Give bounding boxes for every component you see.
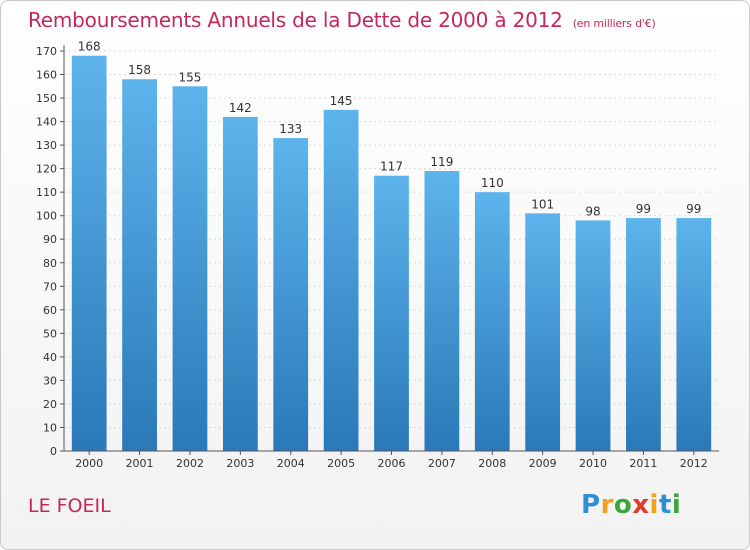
chart-title: Remboursements Annuels de la Dette de 20… <box>28 8 656 32</box>
x-axis: 2000 2001 2002 2003 2004 2005 2006 2007 2008 2009… <box>64 450 719 470</box>
commune-name: LE FOEIL <box>28 495 111 517</box>
y-tick-label: 80 <box>43 257 57 270</box>
bar-2006 <box>374 175 409 452</box>
y-tick-label: 170 <box>36 45 57 58</box>
x-tick-label: 2010 <box>579 457 607 470</box>
data-label: 142 <box>229 101 252 115</box>
data-label: 119 <box>430 155 453 169</box>
y-tick-label: 60 <box>43 304 57 317</box>
x-tick-label: 2008 <box>478 457 506 470</box>
x-tick-label: 2005 <box>327 457 355 470</box>
data-label: 145 <box>330 94 353 108</box>
y-tick-label: 120 <box>36 163 57 176</box>
logo-letter: P <box>581 490 601 520</box>
y-tick-label: 160 <box>36 69 57 82</box>
bars <box>71 55 712 452</box>
y-tick-label: 110 <box>36 186 57 199</box>
proxiti-logo: Proxiti <box>581 490 681 520</box>
y-tick-label: 30 <box>43 374 57 387</box>
y-axis: 0 10 20 30 40 50 60 70 80 90 100 110 120 130 140 150 160… <box>36 45 65 458</box>
bar-2001 <box>122 79 157 451</box>
y-tick-label: 130 <box>36 139 57 152</box>
x-tick-label: 2012 <box>680 457 708 470</box>
logo-letter: x <box>632 490 650 520</box>
bar-2011 <box>626 218 661 451</box>
bar-2000 <box>71 55 107 452</box>
bar-2009 <box>525 213 561 451</box>
y-tick-label: 50 <box>43 327 57 340</box>
logo-letter: t <box>658 490 672 520</box>
bar-2002 <box>172 86 208 451</box>
y-tick-label: 150 <box>36 92 57 105</box>
data-label: 98 <box>585 204 600 218</box>
data-label: 158 <box>128 63 151 77</box>
x-tick-label: 2001 <box>126 457 154 470</box>
chart-title-text: Remboursements Annuels de la Dette de 20… <box>28 8 563 32</box>
y-tick-label: 100 <box>36 210 57 223</box>
logo-letter: i <box>649 490 659 520</box>
data-label: 110 <box>481 176 504 190</box>
logo-letter: r <box>600 490 614 520</box>
x-tick-label: 2007 <box>428 457 456 470</box>
y-tick-label: 20 <box>43 398 57 411</box>
bar-2007 <box>424 171 460 451</box>
bar-2008 <box>474 192 510 452</box>
x-tick-label: 2000 <box>75 457 103 470</box>
data-label: 99 <box>686 202 701 216</box>
bar-2012 <box>676 218 712 451</box>
x-tick-label: 2006 <box>378 457 406 470</box>
y-tick-label: 0 <box>50 445 57 458</box>
data-label: 117 <box>380 160 403 174</box>
x-tick-label: 2004 <box>277 457 305 470</box>
chart-subtitle: (en milliers d'€) <box>572 17 656 30</box>
bar-2005 <box>323 109 359 451</box>
data-label: 99 <box>636 202 651 216</box>
y-tick-label: 140 <box>36 116 57 129</box>
logo-letter: o <box>613 490 633 520</box>
data-labels: 168 158 155 142 133 145 117 119 110 101 98 99 99 <box>78 40 702 219</box>
bar-2003 <box>222 116 258 451</box>
y-tick-label: 10 <box>43 421 57 434</box>
x-tick-label: 2003 <box>226 457 254 470</box>
x-tick-label: 2002 <box>176 457 204 470</box>
data-label: 168 <box>78 40 101 54</box>
bar-2004 <box>273 138 309 451</box>
y-tick-label: 40 <box>43 351 57 364</box>
y-tick-label: 90 <box>43 233 57 246</box>
y-tick-label: 70 <box>43 280 57 293</box>
x-tick-label: 2011 <box>629 457 657 470</box>
bar-2010 <box>575 220 611 451</box>
data-label: 133 <box>279 122 302 136</box>
data-label: 101 <box>531 197 554 211</box>
logo-letter: i <box>671 490 682 520</box>
data-label: 155 <box>179 70 202 84</box>
x-tick-label: 2009 <box>529 457 557 470</box>
